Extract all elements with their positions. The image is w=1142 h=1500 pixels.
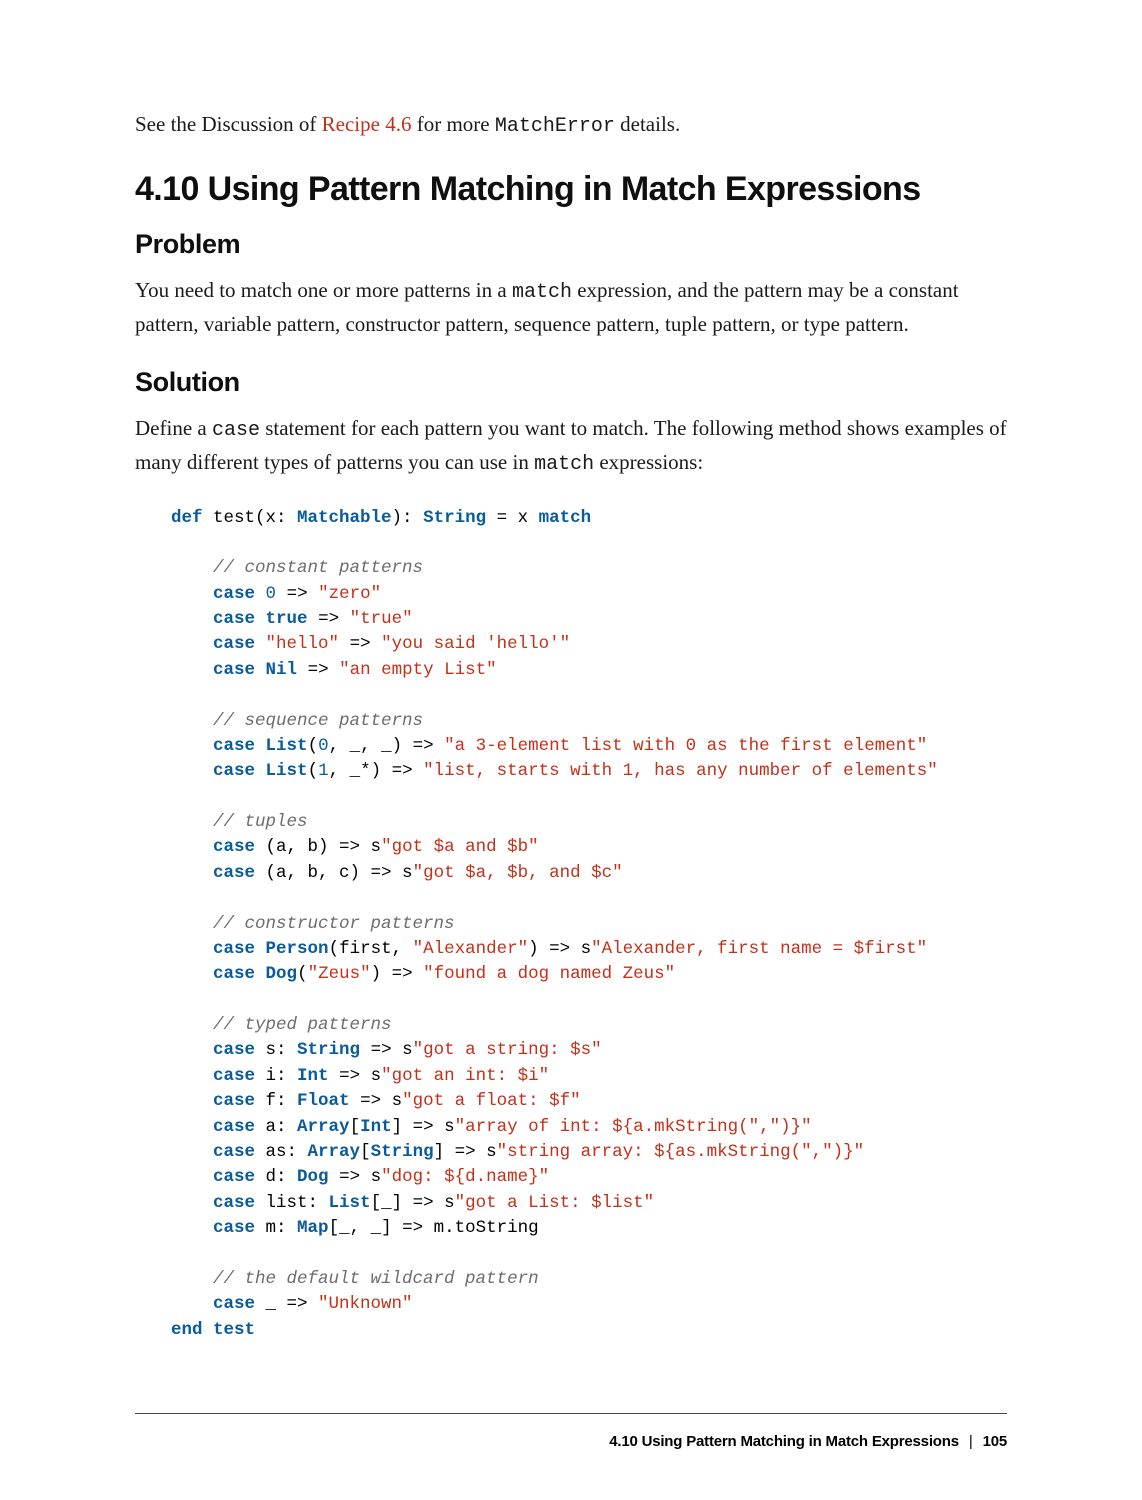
solution-code2: match: [534, 453, 594, 476]
intro-text-post: details.: [615, 112, 680, 136]
intro-paragraph: See the Discussion of Recipe 4.6 for mor…: [135, 108, 1007, 142]
footer-separator: |: [959, 1433, 983, 1450]
section-title: 4.10 Using Pattern Matching in Match Exp…: [135, 170, 1007, 209]
intro-text-mid: for more: [411, 112, 494, 136]
footer: 4.10 Using Pattern Matching in Match Exp…: [609, 1433, 1007, 1450]
problem-paragraph: You need to match one or more patterns i…: [135, 274, 1007, 341]
footer-page: 105: [983, 1433, 1007, 1450]
solution-paragraph: Define a case statement for each pattern…: [135, 412, 1007, 480]
intro-text-pre: See the Discussion of: [135, 112, 322, 136]
problem-pre: You need to match one or more patterns i…: [135, 278, 512, 302]
footer-rule: [135, 1413, 1007, 1414]
solution-heading: Solution: [135, 367, 1007, 398]
solution-code1: case: [212, 419, 260, 442]
footer-title: 4.10 Using Pattern Matching in Match Exp…: [609, 1433, 959, 1450]
solution-post: expressions:: [594, 450, 703, 474]
solution-pre: Define a: [135, 416, 212, 440]
code-block: def test(x: Matchable): String = x match…: [135, 506, 1007, 1343]
recipe-link[interactable]: Recipe 4.6: [322, 112, 412, 136]
intro-code: MatchError: [495, 115, 615, 138]
problem-code: match: [512, 281, 572, 304]
problem-heading: Problem: [135, 229, 1007, 260]
page: See the Discussion of Recipe 4.6 for mor…: [0, 0, 1142, 1500]
